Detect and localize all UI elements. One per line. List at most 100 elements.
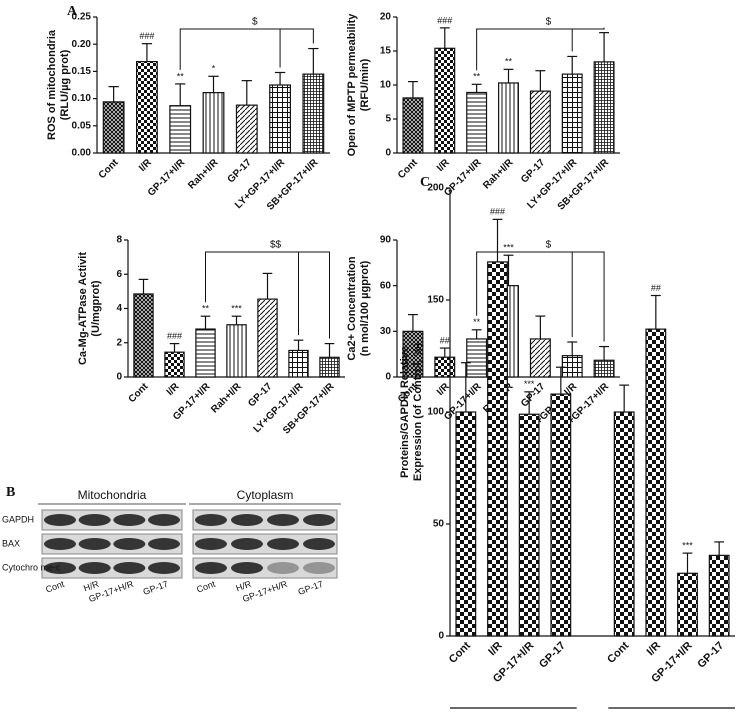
panel-label: C [420, 175, 430, 190]
x-tick-label: Rah+I/R [481, 157, 516, 192]
bar [169, 105, 192, 154]
bar [677, 572, 698, 637]
significance-mark: ## [440, 335, 450, 345]
significance-mark: ### [167, 331, 182, 341]
y-tick-label: 30 [380, 326, 392, 337]
bar [645, 328, 667, 637]
y-axis-label: Proteins/GAPDH Relative [399, 346, 411, 478]
x-tick-label: I/R [486, 640, 504, 658]
x-tick-label: GP-17 [226, 157, 255, 186]
blot-band [148, 514, 180, 526]
y-tick-label: 0 [438, 631, 444, 642]
y-tick-label: 2 [116, 337, 122, 348]
group-label: BAX [501, 714, 526, 716]
significance-mark: * [212, 64, 216, 74]
y-axis-label: Expression (of Control, %) [412, 343, 424, 481]
bar [202, 92, 225, 154]
blot-band [44, 538, 76, 550]
y-axis-label: ROS of mitochondria [46, 29, 58, 140]
bracket [476, 251, 605, 342]
blot-band [78, 514, 111, 526]
x-tick-label: GP-17 [519, 157, 548, 186]
y-tick-label: 8 [116, 235, 122, 246]
bracket [179, 28, 314, 70]
blot-band [231, 562, 263, 574]
bar [613, 411, 635, 637]
blot-band [267, 562, 299, 574]
blot-band [195, 562, 227, 574]
y-tick-label: 90 [380, 235, 392, 246]
blot-band [78, 562, 111, 574]
bar [319, 356, 340, 378]
blot-band [303, 538, 335, 550]
y-tick-label: 0.25 [72, 12, 92, 23]
blot-band [148, 562, 180, 574]
y-tick-label: 200 [427, 183, 444, 194]
x-tick-label: Rah+I/R [186, 157, 221, 192]
significance-mark: *** [524, 379, 535, 389]
significance-mark: ** [202, 304, 210, 314]
x-tick-label: Cont [605, 639, 631, 665]
bar [518, 413, 540, 637]
blot-band [113, 538, 146, 550]
blot-band [113, 514, 146, 526]
y-tick-label: 10 [380, 80, 392, 91]
bar [529, 338, 551, 378]
y-tick-label: 20 [380, 12, 392, 23]
bracket-label: $ [546, 240, 552, 251]
x-tick-label: GP-17+I/R [146, 157, 188, 199]
panel-label: B [6, 485, 15, 500]
y-tick-label: 0 [385, 148, 391, 159]
x-tick-label: Cont [97, 157, 121, 181]
bracket [205, 251, 330, 339]
blot-band [44, 562, 76, 574]
blot-strip [41, 533, 183, 555]
bracket-label: $$ [270, 240, 282, 251]
bar [561, 73, 583, 154]
x-tick-label: Rah+I/R [209, 381, 244, 416]
bar [708, 554, 730, 637]
significance-mark: *** [231, 304, 242, 314]
y-tick-label: 0 [385, 372, 391, 383]
blot-band [231, 538, 263, 550]
x-tick-label: Cont [396, 157, 420, 181]
significance-mark: *** [682, 540, 693, 550]
blot-band [148, 538, 180, 550]
bar [593, 359, 615, 378]
bar [434, 47, 456, 154]
blot-band [303, 562, 335, 574]
blot-band [195, 514, 227, 526]
significance-mark: ### [490, 207, 505, 217]
blot-strip [41, 509, 183, 531]
significance-mark: ### [139, 31, 154, 41]
lane-label: GP-17 [297, 579, 325, 597]
bar [593, 61, 615, 154]
significance-mark: ** [177, 71, 185, 81]
y-tick-label: 0.05 [72, 120, 92, 131]
x-tick-label: GP-17 [695, 640, 726, 671]
bar [498, 82, 519, 154]
significance-mark: ** [473, 72, 481, 82]
row-label: Cytochro me-c [2, 562, 61, 572]
blot-band [267, 514, 299, 526]
blot-strip [192, 533, 338, 555]
bar [466, 91, 488, 154]
y-axis-label: Ca2+ Concentration [346, 256, 358, 360]
bar [257, 298, 278, 378]
y-tick-label: 150 [427, 295, 444, 306]
blot-band [113, 562, 146, 574]
y-axis-label: Open of MPTP permeability [346, 13, 358, 157]
bar [226, 324, 247, 378]
y-tick-label: 0.00 [72, 148, 92, 159]
y-axis-label: (n mol/100 µgprot) [359, 260, 371, 356]
y-axis-label: (RFU/min) [359, 58, 371, 111]
panel-label: A [67, 4, 78, 19]
y-tick-label: 60 [380, 280, 392, 291]
bar [550, 393, 572, 637]
y-tick-label: 100 [427, 407, 444, 418]
y-tick-label: 50 [433, 519, 445, 530]
significance-mark: ### [437, 15, 452, 25]
bracket-label: $ [252, 17, 258, 28]
significance-mark: ## [651, 283, 661, 293]
